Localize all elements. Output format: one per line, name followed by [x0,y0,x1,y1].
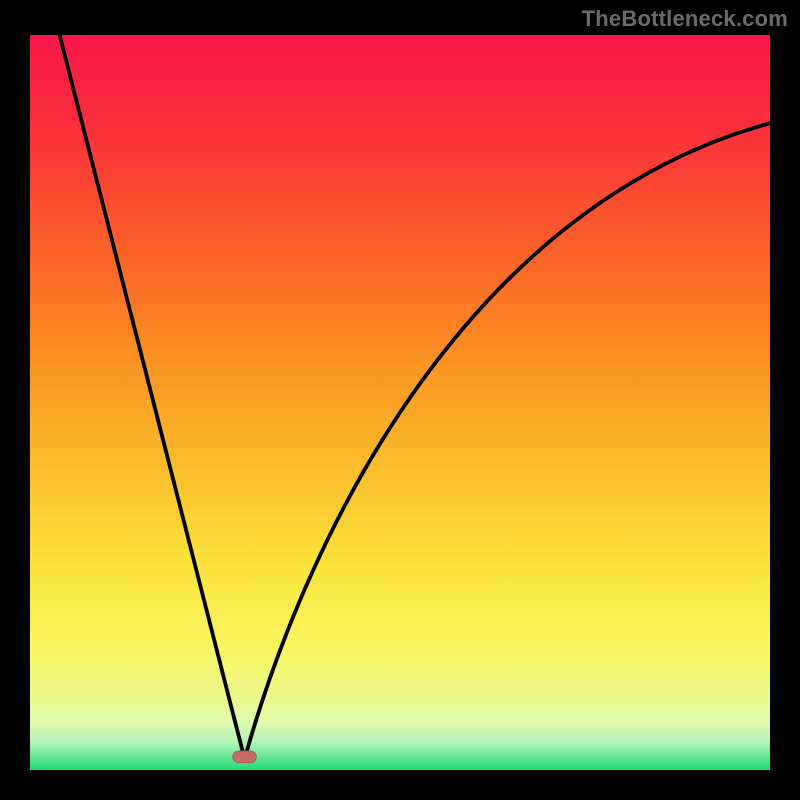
bottleneck-chart [30,35,770,770]
gradient-background [30,35,770,770]
attribution-text: TheBottleneck.com [582,6,788,32]
chart-container [30,35,770,770]
vertex-marker [233,751,257,763]
